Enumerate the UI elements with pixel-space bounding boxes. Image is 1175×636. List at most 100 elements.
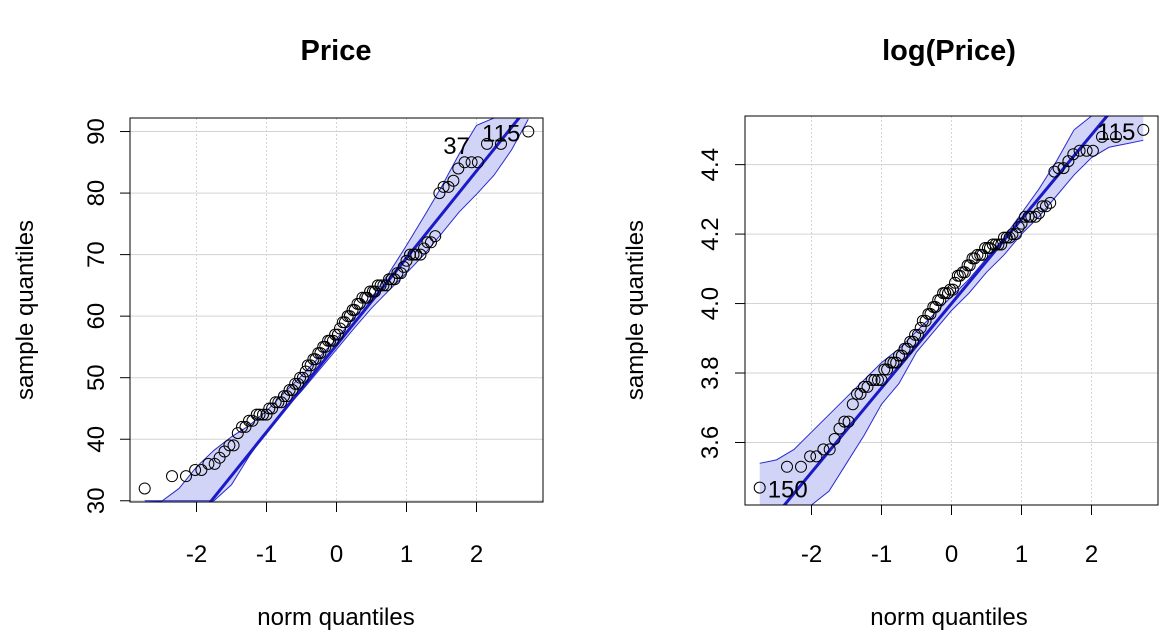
data-point [334,322,346,335]
data-point [1110,130,1122,143]
data-point [292,377,304,390]
data-point [166,470,178,483]
price-y-axis: 30 40 50 60 70 80 90 [83,118,130,514]
data-point [374,279,387,292]
data-point [911,328,924,341]
y-tick-label: 4.0 [697,287,724,320]
data-point [257,408,269,421]
log-price-band-upper-edge [759,116,1144,464]
data-point [425,236,437,249]
data-point [1067,148,1080,161]
data-point [356,291,369,304]
y-tick-label: 4.2 [697,217,724,250]
data-point [471,156,484,169]
data-point [495,137,507,150]
price-grid [130,118,543,502]
x-tick-label: 2 [470,541,483,568]
data-point [296,371,309,384]
data-point [998,231,1010,244]
y-tick-label: 70 [83,241,110,268]
x-tick-label: 2 [1085,541,1098,568]
data-point [861,380,874,393]
data-point [452,162,465,175]
x-tick-label: -2 [801,541,822,568]
data-point [266,402,279,415]
data-point [1012,221,1025,234]
y-tick-label: 60 [83,303,110,330]
data-point [1073,144,1086,157]
data-point [407,248,420,261]
data-point [838,415,851,428]
data-point [854,387,867,400]
data-point [522,125,535,138]
x-tick-label: 1 [400,541,413,568]
data-point [842,415,855,428]
data-point [331,328,344,341]
y-tick-label: 90 [83,118,110,145]
data-point [865,373,878,386]
data-point [1022,210,1035,223]
data-point [817,443,830,456]
data-point [414,248,427,261]
data-point [250,408,263,421]
price-band-upper-edge [144,118,529,502]
data-point [231,427,244,440]
data-point [458,156,471,169]
data-point [269,396,282,409]
data-point [239,420,252,433]
data-point [371,279,384,292]
data-point [465,156,478,169]
data-point [327,334,339,347]
log-price-qq-panel: log(Price) norm quantiles sample quantiles… [622,35,1159,631]
y-tick-label: 40 [83,426,110,453]
data-point [823,443,836,456]
data-point [851,387,863,400]
data-point [243,414,255,427]
data-point [338,316,351,329]
data-point [236,420,248,433]
y-tick-label: 50 [83,364,110,391]
data-point [810,450,823,463]
data-point [421,236,434,249]
data-point [881,363,894,376]
log-price-point-label: 115 [1097,119,1135,146]
data-point [348,304,361,316]
data-point [410,248,423,261]
price-chart-title: Price [301,35,372,67]
data-point [394,267,407,280]
data-point [804,450,817,463]
y-tick-label: 80 [83,180,110,207]
data-point [304,359,317,372]
data-point [986,238,999,251]
data-point [329,328,342,341]
y-tick-label: 3.8 [697,356,724,389]
data-point [1033,207,1045,220]
data-point [223,439,236,452]
data-point [227,439,240,452]
data-point [246,414,259,427]
data-point [1052,162,1065,175]
data-point [253,408,266,421]
data-point [391,267,404,280]
price-y-axis-label: sample quantiles [12,220,39,400]
data-point [878,363,891,376]
data-point [429,230,442,243]
price-band-lower-edge [144,118,529,502]
data-point [1009,228,1022,241]
data-point [1040,200,1052,213]
y-tick-label: 30 [83,487,110,514]
data-point [1080,144,1093,157]
data-point [400,254,413,267]
data-point [364,285,377,298]
data-point [1025,210,1038,223]
data-point [447,174,460,187]
data-point [1036,200,1049,213]
data-point [319,340,332,353]
data-point [846,398,859,411]
data-point [795,460,807,473]
data-point [979,241,992,254]
log-price-y-axis-label: sample quantiles [622,220,649,400]
log-price-y-axis: 3.6 3.8 4.0 4.2 4.4 [697,148,745,459]
data-point [189,464,202,476]
